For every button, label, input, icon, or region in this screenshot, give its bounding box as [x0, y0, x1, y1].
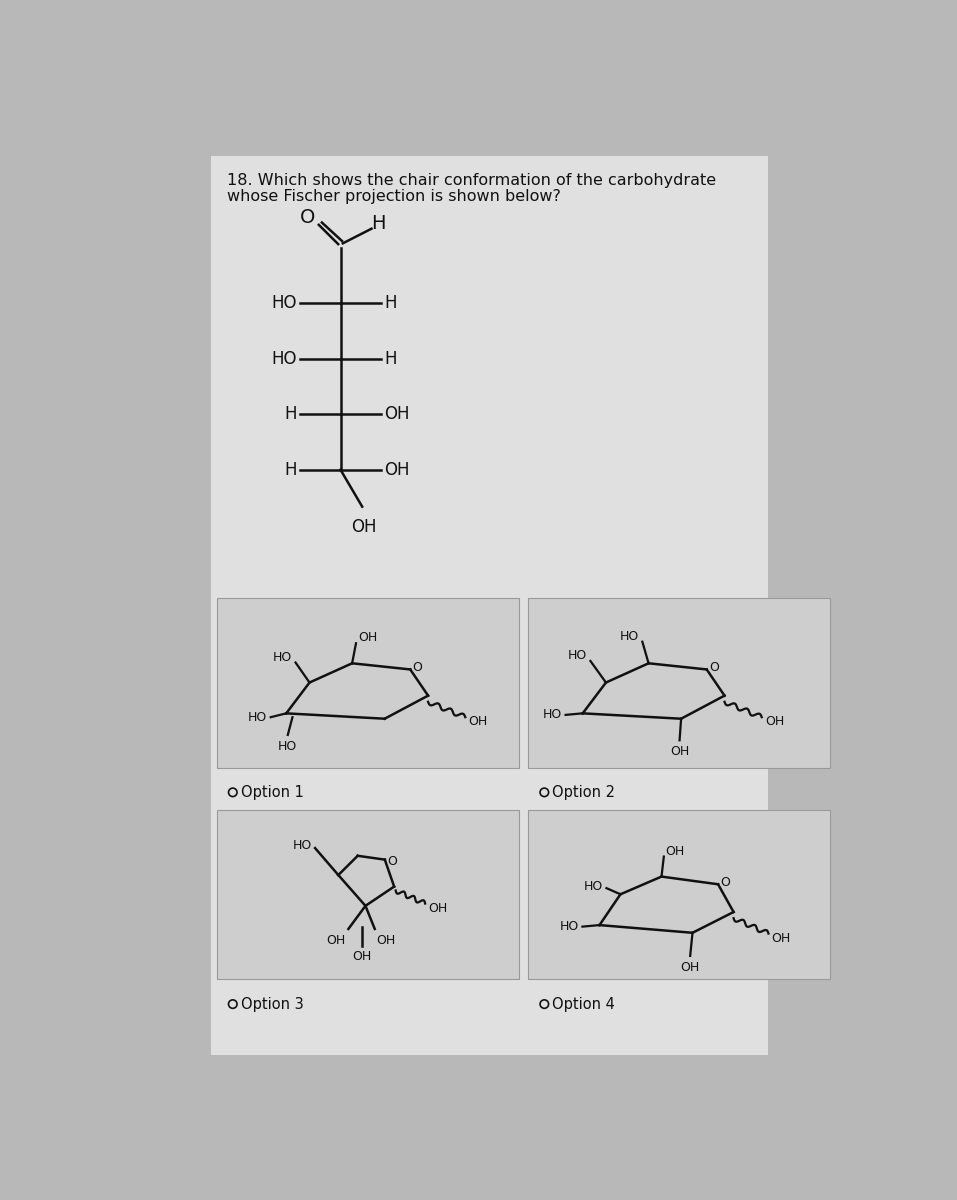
Text: HO: HO — [273, 652, 293, 665]
Text: HO: HO — [248, 712, 267, 725]
Text: HO: HO — [272, 350, 297, 368]
Text: OH: OH — [326, 934, 345, 947]
Bar — [216, 810, 519, 979]
Bar — [528, 599, 831, 768]
Text: OH: OH — [670, 745, 689, 758]
Text: H: H — [284, 461, 297, 479]
Text: OH: OH — [665, 845, 684, 858]
Text: OH: OH — [376, 934, 395, 947]
Text: OH: OH — [351, 518, 376, 536]
Text: O: O — [709, 661, 719, 674]
Text: O: O — [412, 661, 422, 674]
Text: HO: HO — [278, 739, 298, 752]
Text: Option 1: Option 1 — [240, 785, 303, 800]
Text: HO: HO — [293, 839, 312, 852]
Text: OH: OH — [428, 901, 448, 914]
Text: OH: OH — [384, 461, 410, 479]
Text: H: H — [384, 294, 396, 312]
Text: H: H — [371, 214, 386, 233]
Text: OH: OH — [353, 950, 372, 964]
Text: Option 2: Option 2 — [552, 785, 615, 800]
Text: OH: OH — [680, 960, 700, 973]
Text: H: H — [384, 350, 396, 368]
Text: HO: HO — [559, 920, 579, 934]
Text: OH: OH — [468, 715, 488, 728]
Text: O: O — [721, 876, 730, 889]
Text: OH: OH — [765, 715, 784, 728]
Text: H: H — [284, 406, 297, 424]
Text: O: O — [388, 854, 397, 868]
Text: HO: HO — [543, 708, 562, 721]
Bar — [528, 810, 831, 979]
Bar — [211, 156, 768, 1055]
Text: whose Fischer projection is shown below?: whose Fischer projection is shown below? — [227, 188, 561, 204]
Bar — [216, 599, 519, 768]
Text: 18. Which shows the chair conformation of the carbohydrate: 18. Which shows the chair conformation o… — [227, 173, 716, 188]
Text: OH: OH — [771, 931, 790, 944]
Text: Option 3: Option 3 — [240, 996, 303, 1012]
Text: OH: OH — [358, 631, 378, 644]
Text: O: O — [300, 208, 316, 227]
Text: Option 4: Option 4 — [552, 996, 615, 1012]
Text: HO: HO — [620, 630, 639, 643]
Text: HO: HO — [568, 649, 587, 662]
Text: OH: OH — [384, 406, 410, 424]
Text: HO: HO — [272, 294, 297, 312]
Text: HO: HO — [584, 880, 603, 893]
